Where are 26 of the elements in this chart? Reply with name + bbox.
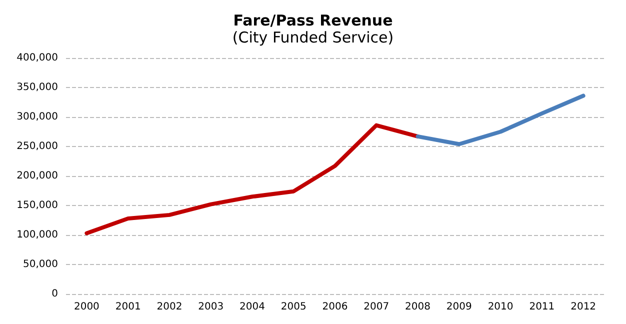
y-tick-label: 400,000 bbox=[16, 52, 58, 64]
x-tick-label: 2008 bbox=[405, 302, 430, 312]
x-tick-label: 2012 bbox=[570, 302, 596, 312]
x-tick-label: 2011 bbox=[529, 302, 555, 312]
y-tick-label: 350,000 bbox=[16, 82, 58, 93]
chart-subtitle: (City Funded Service) bbox=[232, 28, 394, 46]
y-tick-label: 150,000 bbox=[16, 200, 58, 211]
x-tick-label: 2003 bbox=[198, 302, 224, 312]
x-tick-label: 2001 bbox=[115, 302, 141, 312]
chart-title: Fare/Pass Revenue bbox=[233, 12, 393, 30]
x-tick-label: 2000 bbox=[74, 302, 100, 312]
y-tick-label: 200,000 bbox=[16, 170, 58, 182]
y-tick-label: 250,000 bbox=[16, 141, 58, 152]
x-tick-label: 2005 bbox=[280, 302, 306, 312]
y-tick-label: 0 bbox=[52, 288, 58, 300]
line-series bbox=[84, 123, 420, 236]
y-tick-label: 50,000 bbox=[23, 259, 58, 270]
y-tick-label: 100,000 bbox=[16, 230, 58, 240]
x-tick-label: 2002 bbox=[156, 302, 182, 312]
x-tick-label: 2009 bbox=[446, 302, 472, 312]
x-tick-label: 2006 bbox=[322, 302, 348, 312]
x-tick-label: 2004 bbox=[240, 302, 265, 312]
line-series bbox=[416, 94, 586, 146]
x-tick-label: 2007 bbox=[364, 302, 390, 312]
x-tick-label: 2010 bbox=[488, 302, 514, 312]
y-tick-label: 300,000 bbox=[16, 112, 58, 122]
